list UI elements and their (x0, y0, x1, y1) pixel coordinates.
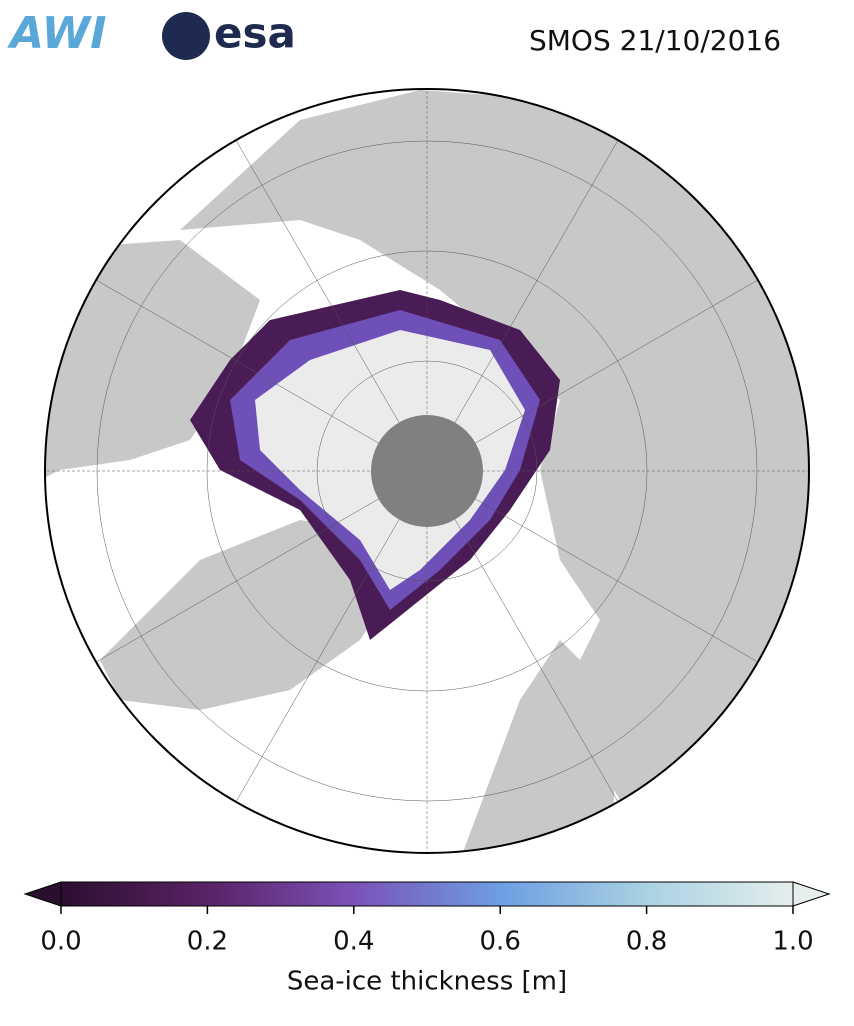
colorbar-tick-label: 0.0 (40, 927, 81, 957)
colorbar-extend-high (792, 881, 831, 907)
pole-hole (371, 415, 483, 527)
colorbar-extend-low (23, 881, 62, 907)
colorbar (60, 881, 794, 907)
esa-logo: esa (214, 9, 296, 58)
awi-logo: AWI (7, 8, 107, 59)
land-eurasia (180, 90, 809, 853)
map (45, 89, 809, 853)
colorbar-tick-label: 0.2 (187, 927, 228, 957)
land-scandinavia (460, 640, 620, 853)
colorbar-tick-label: 0.6 (480, 927, 521, 957)
colorbar-tick-label: 0.8 (626, 927, 667, 957)
colorbar-label: Sea-ice thickness [m] (287, 967, 567, 997)
colorbar-tick-label: 0.4 (333, 927, 374, 957)
map-title: SMOS 21/10/2016 (529, 24, 781, 57)
land-gap (60, 470, 150, 560)
parallel (96, 140, 758, 802)
parallel (316, 360, 538, 582)
colorbar-tick-label: 1.0 (772, 927, 813, 957)
map-border (44, 88, 810, 854)
parallel (206, 250, 648, 692)
esa-logo-icon (162, 12, 210, 60)
land-north-america (45, 240, 260, 480)
land-greenland (100, 520, 400, 710)
